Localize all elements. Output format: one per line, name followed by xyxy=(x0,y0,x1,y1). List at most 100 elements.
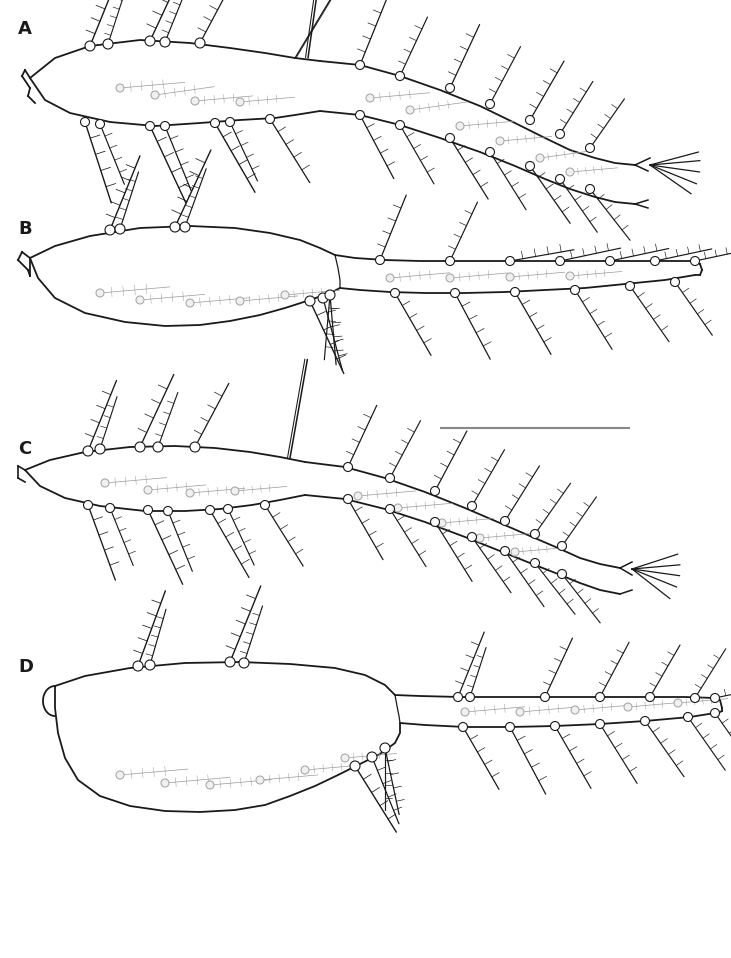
Circle shape xyxy=(144,486,152,494)
Circle shape xyxy=(236,297,244,305)
Circle shape xyxy=(96,120,105,128)
Circle shape xyxy=(456,122,464,130)
Circle shape xyxy=(485,148,494,156)
Circle shape xyxy=(101,479,109,487)
Circle shape xyxy=(501,516,510,526)
Circle shape xyxy=(355,110,365,120)
Circle shape xyxy=(211,119,219,127)
Circle shape xyxy=(390,288,400,298)
Circle shape xyxy=(558,569,567,579)
Circle shape xyxy=(83,446,93,456)
Circle shape xyxy=(260,500,270,510)
Circle shape xyxy=(180,222,190,232)
Circle shape xyxy=(160,37,170,47)
Circle shape xyxy=(468,533,477,541)
Text: B: B xyxy=(18,220,31,238)
Circle shape xyxy=(143,506,153,514)
Circle shape xyxy=(531,530,539,538)
Circle shape xyxy=(670,278,680,286)
Circle shape xyxy=(145,660,155,670)
Circle shape xyxy=(605,257,615,265)
Circle shape xyxy=(506,273,514,281)
Circle shape xyxy=(466,693,474,701)
Circle shape xyxy=(526,116,534,125)
Circle shape xyxy=(239,658,249,668)
Circle shape xyxy=(145,122,154,130)
Circle shape xyxy=(510,287,520,296)
Circle shape xyxy=(450,288,460,298)
Circle shape xyxy=(626,282,635,290)
Circle shape xyxy=(394,504,402,512)
Circle shape xyxy=(531,559,539,567)
Circle shape xyxy=(431,487,439,495)
Circle shape xyxy=(566,168,574,176)
Circle shape xyxy=(386,274,394,282)
Text: D: D xyxy=(18,658,33,676)
Circle shape xyxy=(431,517,439,527)
Circle shape xyxy=(540,693,550,701)
Circle shape xyxy=(586,144,594,152)
Circle shape xyxy=(224,505,232,513)
Circle shape xyxy=(366,94,374,102)
Circle shape xyxy=(135,442,145,452)
Circle shape xyxy=(164,507,173,515)
Circle shape xyxy=(485,100,494,108)
Text: C: C xyxy=(18,440,31,458)
Circle shape xyxy=(550,721,559,731)
Circle shape xyxy=(476,534,484,542)
Circle shape xyxy=(350,761,360,771)
Circle shape xyxy=(195,38,205,48)
Circle shape xyxy=(186,489,194,497)
Circle shape xyxy=(385,505,395,513)
Circle shape xyxy=(256,776,264,784)
Circle shape xyxy=(711,709,719,718)
Circle shape xyxy=(446,274,454,282)
Circle shape xyxy=(596,719,605,728)
Circle shape xyxy=(501,546,510,556)
Circle shape xyxy=(236,98,244,106)
Circle shape xyxy=(651,257,659,265)
Circle shape xyxy=(445,133,455,143)
Circle shape xyxy=(225,657,235,667)
Circle shape xyxy=(445,257,455,265)
Circle shape xyxy=(105,225,115,235)
Circle shape xyxy=(103,39,113,49)
Circle shape xyxy=(161,122,170,130)
Circle shape xyxy=(281,291,289,299)
Circle shape xyxy=(145,36,155,46)
Circle shape xyxy=(571,706,579,714)
Circle shape xyxy=(624,703,632,711)
Circle shape xyxy=(453,693,463,701)
Circle shape xyxy=(80,118,89,126)
Circle shape xyxy=(596,693,605,701)
Circle shape xyxy=(206,781,214,789)
Circle shape xyxy=(116,84,124,92)
Circle shape xyxy=(516,708,524,716)
Circle shape xyxy=(305,296,315,306)
Circle shape xyxy=(190,442,200,452)
Circle shape xyxy=(458,722,468,732)
Circle shape xyxy=(385,473,395,483)
Circle shape xyxy=(506,722,515,732)
Circle shape xyxy=(566,272,574,280)
Circle shape xyxy=(536,154,544,162)
Circle shape xyxy=(556,174,564,184)
Circle shape xyxy=(170,222,180,232)
Circle shape xyxy=(526,162,534,171)
Circle shape xyxy=(367,752,377,762)
Circle shape xyxy=(640,717,650,725)
Circle shape xyxy=(85,41,95,51)
Circle shape xyxy=(318,293,328,303)
Circle shape xyxy=(161,779,169,787)
Circle shape xyxy=(395,72,404,80)
Text: A: A xyxy=(18,20,32,38)
Circle shape xyxy=(341,754,349,762)
Circle shape xyxy=(645,693,654,701)
Circle shape xyxy=(225,118,235,126)
Circle shape xyxy=(496,137,504,145)
Circle shape xyxy=(136,296,144,304)
Circle shape xyxy=(231,487,239,495)
Circle shape xyxy=(95,444,105,454)
Circle shape xyxy=(570,285,580,294)
Circle shape xyxy=(344,494,352,504)
